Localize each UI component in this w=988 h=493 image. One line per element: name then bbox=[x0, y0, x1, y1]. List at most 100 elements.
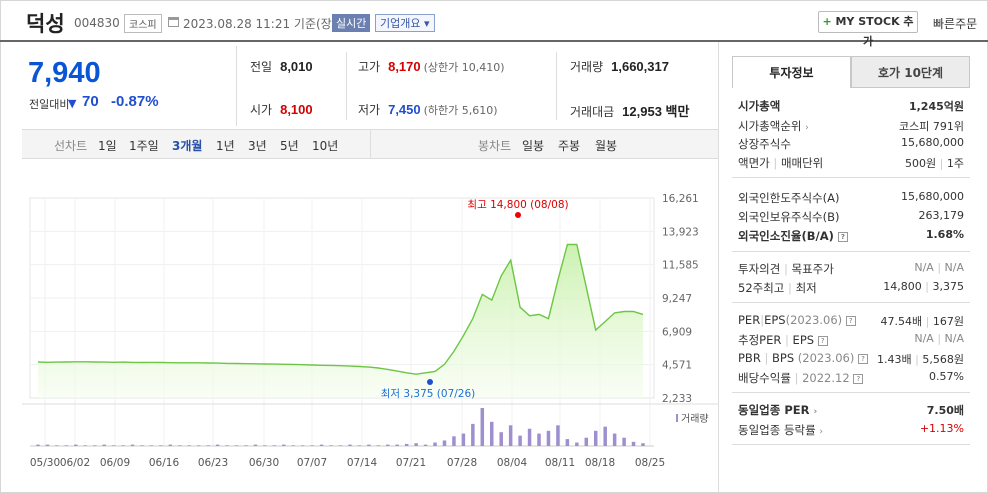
prev-close: 전일 8,010 bbox=[250, 59, 313, 74]
tab-3m[interactable]: 3개월 bbox=[172, 139, 203, 153]
day-low: 저가 7,450 (하한가 5,610) bbox=[358, 102, 498, 117]
volume-bar bbox=[102, 444, 106, 446]
shares-row: 상장주식수 15,680,000 bbox=[738, 136, 964, 151]
x-tick-label: 07/28 bbox=[447, 457, 477, 469]
x-tick-label: 06/02 bbox=[60, 457, 90, 469]
volume-bar bbox=[291, 445, 295, 446]
divider bbox=[556, 52, 557, 120]
volume-bar bbox=[565, 439, 570, 446]
volume-bar bbox=[433, 442, 437, 446]
tab-monthly[interactable]: 월봉 bbox=[595, 139, 618, 153]
opinion-row: 투자의견 | 목표주가 N/A | N/A bbox=[738, 261, 964, 276]
price-chart[interactable]: 16,261 13,923 11,585 9,247 6,909 4,571 2,233 05… bbox=[22, 160, 718, 493]
volume-bar bbox=[622, 437, 626, 446]
volume-bar bbox=[499, 432, 503, 446]
tab-invest-info[interactable]: 투자정보 bbox=[732, 56, 851, 88]
right-tabs: 투자정보 호가 10단계 bbox=[732, 56, 970, 88]
add-my-stock-label: MY STOCK 추가 bbox=[835, 15, 914, 48]
volume-bar bbox=[518, 435, 522, 446]
tab-3y[interactable]: 3년 bbox=[248, 139, 267, 153]
add-my-stock-button[interactable]: + MY STOCK 추가 bbox=[818, 11, 918, 48]
par-unit-row: 액면가 | 매매단위 500원 | 1주 bbox=[738, 156, 964, 170]
volume-bar bbox=[140, 445, 144, 446]
y-tick-label: 6,909 bbox=[662, 326, 692, 338]
volume-bar bbox=[282, 444, 286, 446]
volume-bar bbox=[225, 445, 229, 446]
x-tick-label: 08/11 bbox=[545, 457, 575, 469]
chevron-right-icon: › bbox=[805, 123, 809, 133]
divider bbox=[236, 46, 237, 126]
volume-bar bbox=[490, 421, 494, 446]
volume-bar bbox=[244, 445, 248, 446]
tab-10y[interactable]: 10년 bbox=[312, 139, 339, 153]
volume-bar bbox=[83, 445, 88, 446]
volume-bar bbox=[593, 430, 598, 446]
volume-bar bbox=[641, 443, 645, 446]
help-icon: ? bbox=[837, 231, 848, 242]
current-price: 7,940 bbox=[28, 57, 101, 89]
volume-bar bbox=[111, 445, 116, 446]
volume-bar bbox=[263, 445, 267, 446]
volume-bar bbox=[329, 445, 333, 446]
foreign-ratio-row: 외국인소진율(B/A) ? 1.68% bbox=[738, 228, 964, 243]
foreign-limit-row: 외국인한도주식수(A) 15,680,000 bbox=[738, 190, 964, 205]
est-per-row: 추정PER | EPS ? N/A | N/A bbox=[738, 332, 964, 347]
tab-1w[interactable]: 1주일 bbox=[129, 139, 159, 153]
x-tick-label: 08/25 bbox=[635, 457, 665, 469]
y-tick-label: 4,571 bbox=[662, 360, 692, 372]
sector-per-row: 동일업종 PER › 7.50배 bbox=[738, 403, 964, 417]
tab-5y[interactable]: 5년 bbox=[280, 139, 299, 153]
tab-weekly[interactable]: 주봉 bbox=[558, 139, 581, 153]
volume-bar bbox=[121, 445, 125, 446]
volume-bar bbox=[348, 444, 352, 446]
tab-1y[interactable]: 1년 bbox=[216, 139, 235, 153]
tab-1d[interactable]: 1일 bbox=[98, 139, 117, 153]
sector-rate-row: 동일업종 등락률 › +1.13% bbox=[738, 422, 964, 437]
volume-bar bbox=[603, 426, 607, 446]
volume-bar bbox=[414, 443, 418, 446]
volume-bar bbox=[386, 444, 390, 446]
candle-chart-label: 봉차트 bbox=[478, 139, 512, 153]
volume-bar bbox=[253, 444, 258, 446]
calendar-icon bbox=[168, 17, 179, 27]
volume-bar bbox=[527, 428, 532, 446]
volume-bar bbox=[234, 445, 239, 446]
min-marker bbox=[427, 379, 433, 385]
chart-tabs: 선차트 1일 1주일 3개월 1년 3년 5년 10년 봉차트 일봉 주봉 월봉 bbox=[22, 129, 718, 159]
price-line bbox=[37, 243, 644, 375]
volume-bar bbox=[319, 444, 324, 446]
help-icon: ? bbox=[853, 373, 864, 384]
volume-bar bbox=[130, 444, 135, 446]
chevron-right-icon: › bbox=[819, 427, 823, 437]
volume: 거래량 1,660,317 bbox=[570, 59, 669, 74]
x-tick-label: 06/23 bbox=[198, 457, 228, 469]
volume-bar bbox=[196, 445, 201, 446]
x-tick-label: 07/14 bbox=[347, 457, 378, 469]
volume-bar bbox=[215, 444, 220, 446]
y-tick-label: 9,247 bbox=[662, 293, 692, 305]
y-tick-label: 2,233 bbox=[662, 393, 692, 405]
realtime-badge[interactable]: 실시간 bbox=[332, 14, 371, 32]
volume-bar bbox=[64, 445, 69, 446]
volume-bar bbox=[508, 425, 513, 446]
volume-bar bbox=[36, 444, 40, 446]
corp-info-dropdown[interactable]: 기업개요 ▾ bbox=[375, 14, 435, 32]
tab-daily[interactable]: 일봉 bbox=[522, 139, 545, 153]
volume-bar bbox=[537, 433, 541, 446]
help-icon: ? bbox=[857, 353, 868, 364]
x-tick-label: 08/04 bbox=[497, 457, 528, 469]
timestamp: 2023.08.28 11:21 기준(장중) bbox=[183, 17, 348, 31]
x-tick-label: 07/07 bbox=[297, 457, 327, 469]
open-price: 시가 8,100 bbox=[250, 102, 313, 117]
volume-bar bbox=[300, 445, 305, 446]
help-icon: ? bbox=[845, 315, 856, 326]
volume-bar bbox=[404, 443, 409, 446]
volume-bar bbox=[178, 445, 182, 446]
stock-header: 덕성 004830 코스피 2023.08.28 11:21 기준(장중) 실시… bbox=[0, 0, 988, 48]
day-high: 고가 8,170 (상한가 10,410) bbox=[358, 59, 505, 74]
help-icon: ? bbox=[817, 335, 828, 346]
market-badge: 코스피 bbox=[124, 14, 162, 33]
quick-order-link[interactable]: 빠른주문 bbox=[933, 17, 978, 31]
tab-orderbook[interactable]: 호가 10단계 bbox=[851, 56, 970, 88]
divider bbox=[732, 392, 970, 393]
